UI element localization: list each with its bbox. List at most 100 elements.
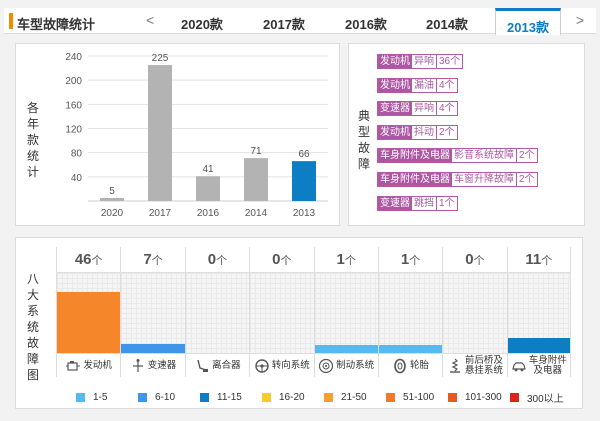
x-tick-label: 2013 xyxy=(293,208,316,219)
fault-tag[interactable]: 发动机 抖动 2个 xyxy=(377,124,458,140)
legend-swatch xyxy=(200,393,209,402)
legend-label: 51-100 xyxy=(403,392,435,403)
tab-prev-arrow[interactable]: < xyxy=(146,12,155,28)
tab-2016[interactable]: 2016款 xyxy=(345,17,387,32)
system-level-area xyxy=(507,273,570,353)
system-level-fill xyxy=(507,338,570,353)
systems-grid: 46个 发动机 7个 变速器 0个 离合器 0个 转向系统 1个 制动系统 1个 轮胎 0个 前后桥及 悬… xyxy=(56,247,571,377)
fault-tag-component: 车身附件及电器 xyxy=(378,149,452,163)
engine-icon xyxy=(65,358,81,374)
system-count-value: 1 xyxy=(336,251,345,268)
systems-side-label-char: 系 xyxy=(26,304,39,318)
system-column[interactable]: 11个车身附件 及电器 xyxy=(506,247,571,377)
bar-2016 xyxy=(196,176,220,201)
fault-tag[interactable]: 变速器 跳挡 1个 xyxy=(377,195,458,211)
bar-2013 xyxy=(292,161,316,201)
system-column[interactable]: 46个发动机 xyxy=(56,247,121,377)
legend-item: 21-50 xyxy=(324,390,386,405)
bar-2014 xyxy=(244,158,268,201)
fault-tag-component: 发动机 xyxy=(378,78,412,92)
typical-side-label-char: 故 xyxy=(357,141,370,155)
fault-tag-fault: 漏油 xyxy=(412,78,436,92)
legend-swatch xyxy=(138,393,147,402)
system-count-unit: 个 xyxy=(216,255,228,267)
suspension-icon xyxy=(447,358,463,374)
system-name: 制动系统 xyxy=(336,359,375,371)
system-level-area xyxy=(250,273,314,353)
system-name: 离合器 xyxy=(212,359,241,371)
system-column[interactable]: 1个 制动系统 xyxy=(313,247,378,377)
fault-tag-count: 2个 xyxy=(436,125,457,139)
systems-side-label-char: 八 xyxy=(26,272,39,286)
system-column[interactable]: 7个变速器 xyxy=(120,247,185,377)
x-tick-label: 2014 xyxy=(245,208,268,219)
fault-tag-count: 2个 xyxy=(516,149,537,163)
stats-side-label-char: 年 xyxy=(26,117,39,131)
tab-2014[interactable]: 2014款 xyxy=(426,17,468,32)
legend-label: 101-300 xyxy=(465,392,502,403)
tab-next-arrow[interactable]: > xyxy=(576,12,585,28)
tab-2020[interactable]: 2020款 xyxy=(181,17,223,32)
system-column[interactable]: 0个 转向系统 xyxy=(249,247,314,377)
system-level-fill xyxy=(121,343,185,353)
typical-faults-panel: 典型故障 发动机 异响 36个 发动机 漏油 4个 变速器 异响 4个 发动机 抖动 2个 车身附件及电… xyxy=(348,43,585,226)
system-count-value: 0 xyxy=(207,251,217,268)
fault-tag[interactable]: 变速器 异响 4个 xyxy=(377,101,458,117)
legend-item: 101-300 xyxy=(448,390,510,405)
tab-2013[interactable]: 2013款 xyxy=(495,8,561,35)
legend-swatch xyxy=(76,393,85,402)
legend-item: 6-10 xyxy=(138,390,200,405)
system-level-fill xyxy=(57,291,121,353)
bar-2020 xyxy=(100,197,124,201)
fault-tag-fault: 跳挡 xyxy=(412,196,436,210)
clutch-pedal-icon xyxy=(194,358,210,374)
system-label: 前后桥及 悬挂系统 xyxy=(443,353,507,377)
system-level-area xyxy=(57,273,121,353)
system-count-unit: 个 xyxy=(473,255,485,267)
typical-side-label-char: 型 xyxy=(357,125,370,139)
system-level-area xyxy=(443,273,507,353)
system-column[interactable]: 0个 前后桥及 悬挂系统 xyxy=(442,247,507,377)
system-count: 46个 xyxy=(57,247,121,273)
legend-swatch xyxy=(324,393,333,402)
gear-shift-icon xyxy=(130,358,146,374)
systems-side-label: 八大系统故障图 xyxy=(26,271,40,383)
fault-tag-count: 1个 xyxy=(436,196,457,210)
system-label: 车身附件 及电器 xyxy=(507,353,570,377)
title-accent-bar xyxy=(9,13,13,29)
system-column[interactable]: 0个离合器 xyxy=(184,247,250,377)
legend-label: 300以上 xyxy=(527,394,564,405)
fault-tag[interactable]: 发动机 异响 36个 xyxy=(377,54,464,69)
bar-value-label: 225 xyxy=(152,53,169,64)
bar-value-label: 41 xyxy=(202,164,214,175)
system-column[interactable]: 1个 轮胎 xyxy=(377,247,443,377)
fault-tag[interactable]: 车身附件及电器 影音系统故障 2个 xyxy=(377,148,538,164)
system-count-unit: 个 xyxy=(541,255,553,267)
system-count: 7个 xyxy=(121,247,185,273)
system-count-unit: 个 xyxy=(151,255,163,267)
typical-side-label-char: 障 xyxy=(357,157,370,171)
stats-side-label: 各年款统计 xyxy=(26,100,40,180)
system-name: 前后桥及 悬挂系统 xyxy=(464,354,503,376)
y-tick-label: 80 xyxy=(71,149,83,160)
system-count-value: 46 xyxy=(74,251,92,268)
system-name: 变速器 xyxy=(147,359,177,371)
fault-tag-component: 发动机 xyxy=(378,125,412,139)
stats-side-label-char: 计 xyxy=(26,165,39,179)
legend-label: 21-50 xyxy=(341,392,367,403)
system-count-value: 1 xyxy=(400,251,410,268)
y-tick-label: 240 xyxy=(65,52,82,63)
system-count-value: 11 xyxy=(525,251,542,268)
system-label: 制动系统 xyxy=(314,353,378,377)
fault-tag-count: 4个 xyxy=(436,78,457,92)
tab-2017[interactable]: 2017款 xyxy=(263,17,305,32)
bar-value-label: 66 xyxy=(298,149,310,160)
legend-swatch xyxy=(262,393,271,402)
fault-tag[interactable]: 车身附件及电器 车窗升降故障 2个 xyxy=(377,172,538,187)
system-name: 发动机 xyxy=(83,359,112,371)
fault-tag[interactable]: 发动机 漏油 4个 xyxy=(377,77,458,93)
legend-item: 51-100 xyxy=(386,390,448,405)
system-level-area xyxy=(314,273,378,353)
header-bar: 车型故障统计 < 2020款 2017款 2016款 2014款 2013款 > xyxy=(4,8,596,35)
x-tick-label: 2020 xyxy=(101,208,124,219)
